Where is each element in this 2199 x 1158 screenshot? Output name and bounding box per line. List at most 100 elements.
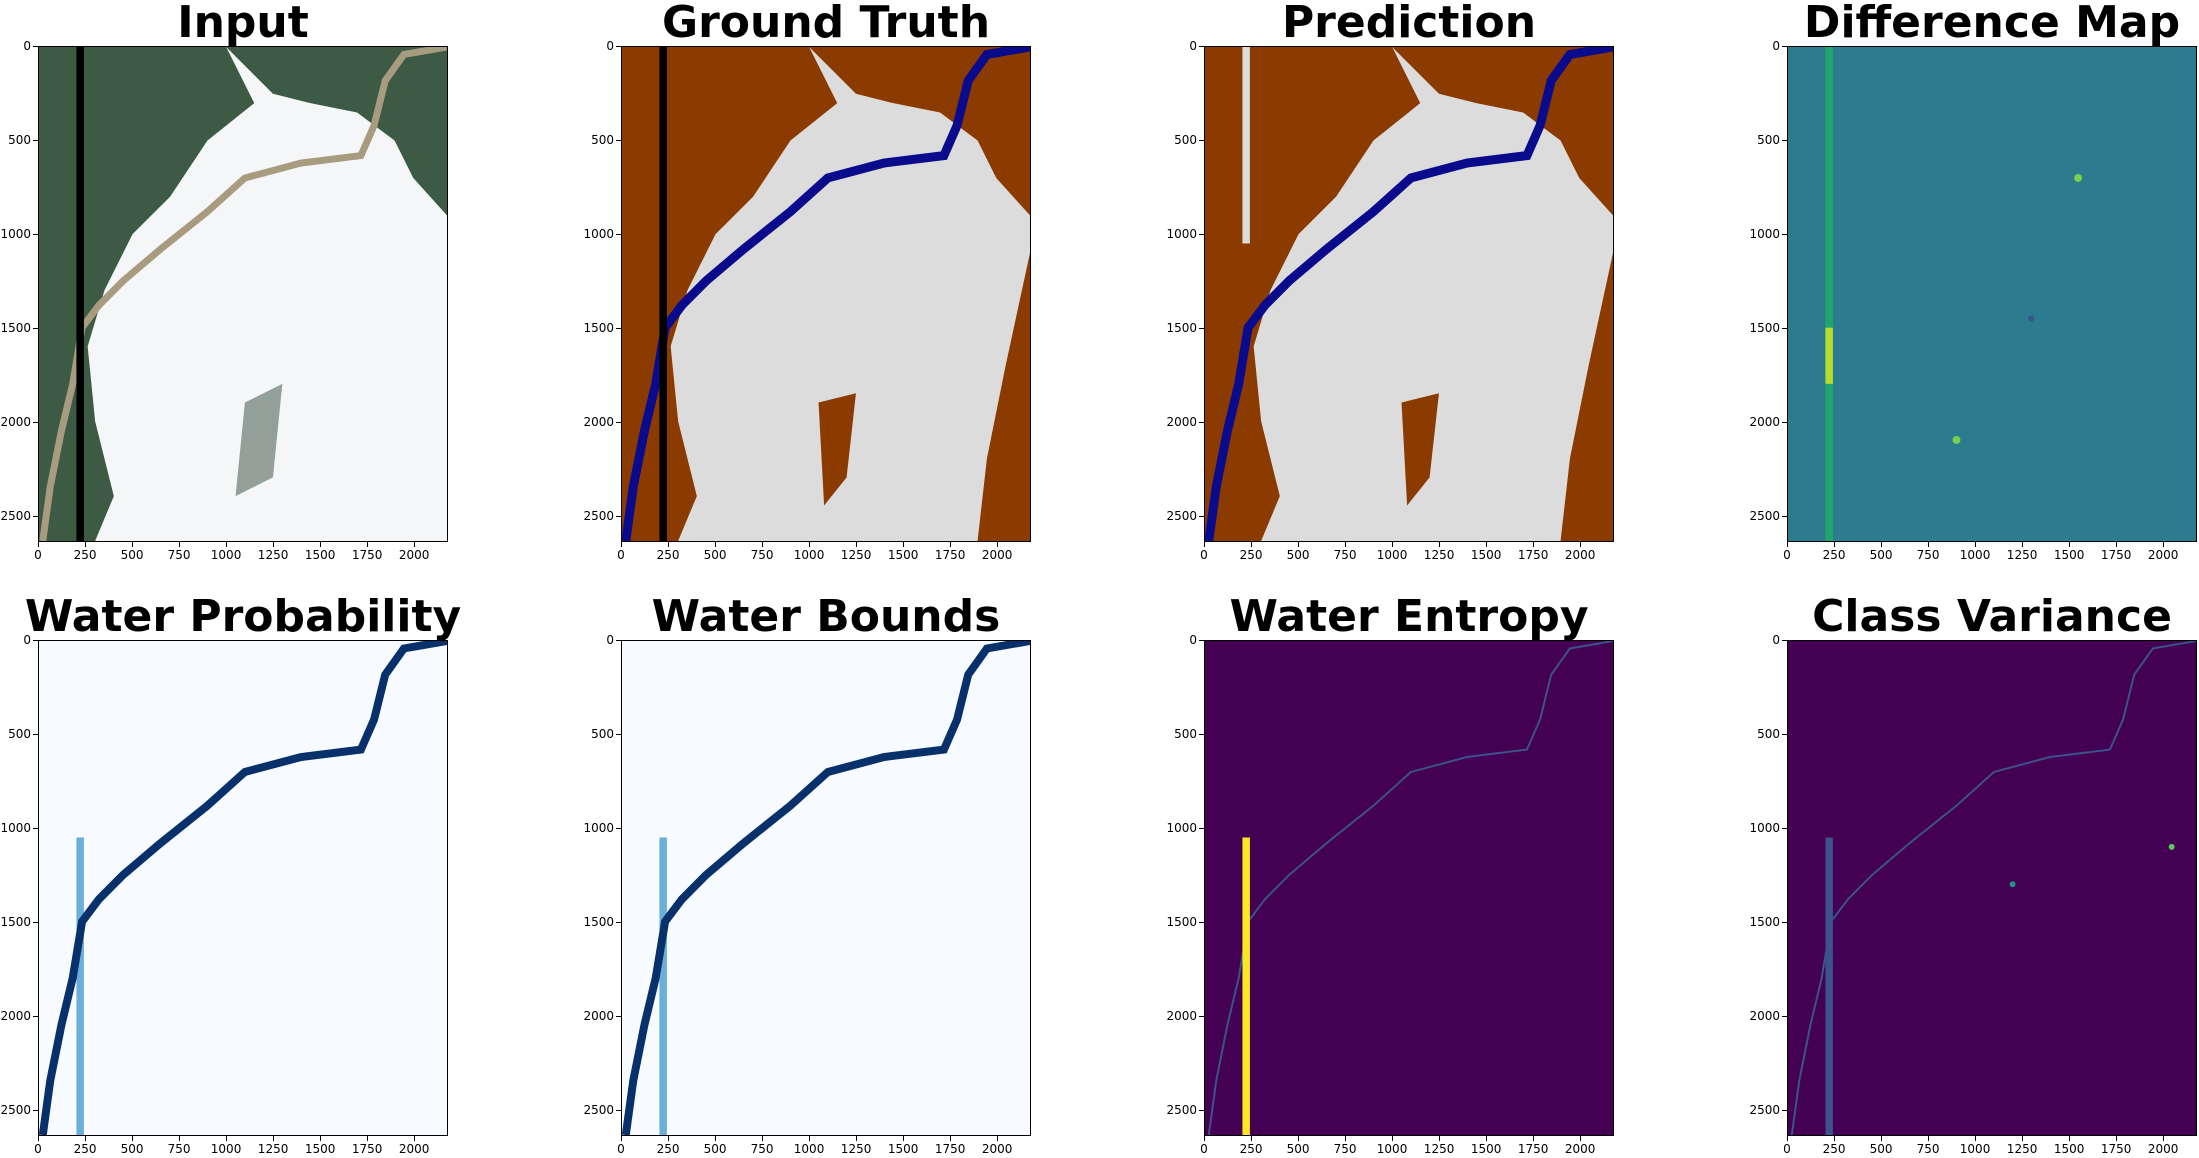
- x-tick-label: 1000: [1376, 1142, 1408, 1156]
- x-tick-label: 1500: [1470, 1142, 1502, 1156]
- y-tick-mark: [1199, 921, 1204, 923]
- y-tick-mark: [1782, 233, 1787, 235]
- x-tick-mark: [273, 1136, 275, 1141]
- y-tick-label: 2000: [583, 1008, 614, 1023]
- x-tick-label: 500: [1869, 1142, 1893, 1156]
- x-tick-label: 1000: [793, 548, 825, 562]
- x-tick-label: 500: [703, 548, 727, 562]
- x-tick-mark: [85, 542, 87, 547]
- x-tick-mark: [809, 1136, 811, 1141]
- y-tick-label: 1500: [1166, 914, 1197, 929]
- x-tick-label: 1250: [257, 1142, 289, 1156]
- y-tick-mark: [1782, 733, 1787, 735]
- x-tick-label: 0: [1783, 1142, 1791, 1156]
- y-tick-label: 1000: [1749, 820, 1780, 835]
- x-tick-label: 1750: [1517, 548, 1549, 562]
- x-tick-label: 250: [73, 548, 97, 562]
- y-tick-label: 1000: [1749, 226, 1780, 241]
- y-tick-mark: [1782, 921, 1787, 923]
- x-tick-label: 0: [1200, 1142, 1208, 1156]
- y-tick-mark: [616, 1015, 621, 1017]
- x-tick-label: 250: [1822, 1142, 1846, 1156]
- x-tick-label: 750: [1333, 548, 1357, 562]
- y-tick-mark: [33, 139, 38, 141]
- image-plot: [1787, 640, 2197, 1136]
- panel-title: Class Variance: [1812, 591, 2172, 642]
- x-tick-mark: [85, 1136, 87, 1141]
- x-tick-label: 2000: [981, 1142, 1013, 1156]
- x-tick-mark: [1486, 1136, 1488, 1141]
- x-tick-mark: [856, 1136, 858, 1141]
- x-tick-mark: [1533, 1136, 1535, 1141]
- y-tick-label: 2500: [0, 508, 31, 523]
- x-tick-mark: [38, 1136, 39, 1141]
- x-tick-mark: [320, 542, 322, 547]
- x-tick-label: 1750: [2100, 1142, 2132, 1156]
- y-tick-mark: [1782, 421, 1787, 423]
- x-tick-label: 1750: [351, 548, 383, 562]
- x-tick-mark: [2163, 542, 2165, 547]
- y-tick-label: 1500: [1749, 914, 1780, 929]
- y-tick-mark: [33, 515, 38, 517]
- x-tick-label: 1750: [934, 548, 966, 562]
- x-tick-mark: [1392, 1136, 1394, 1141]
- x-tick-mark: [997, 542, 999, 547]
- x-tick-label: 1500: [887, 548, 919, 562]
- y-tick-label: 0: [1772, 633, 1780, 647]
- y-tick-mark: [1199, 46, 1204, 47]
- x-tick-label: 2000: [398, 1142, 430, 1156]
- x-tick-mark: [715, 1136, 717, 1141]
- x-tick-mark: [1298, 1136, 1300, 1141]
- y-tick-label: 1000: [583, 226, 614, 241]
- y-tick-mark: [1199, 827, 1204, 829]
- x-tick-mark: [809, 542, 811, 547]
- x-tick-label: 1750: [1517, 1142, 1549, 1156]
- y-tick-label: 500: [1174, 726, 1197, 741]
- x-tick-label: 500: [1869, 548, 1893, 562]
- y-tick-mark: [1199, 733, 1204, 735]
- x-tick-label: 250: [656, 548, 680, 562]
- x-tick-label: 750: [167, 1142, 191, 1156]
- x-tick-label: 250: [73, 1142, 97, 1156]
- y-tick-label: 2000: [0, 1008, 31, 1023]
- panel-title: Input: [177, 0, 309, 48]
- y-tick-mark: [33, 46, 38, 47]
- x-tick-label: 1500: [2053, 548, 2085, 562]
- y-tick-label: 1000: [0, 820, 31, 835]
- y-tick-mark: [616, 733, 621, 735]
- x-tick-label: 0: [1783, 548, 1791, 562]
- y-tick-mark: [1782, 139, 1787, 141]
- y-tick-label: 2500: [1166, 1102, 1197, 1117]
- x-tick-label: 1250: [257, 548, 289, 562]
- x-tick-mark: [1928, 1136, 1930, 1141]
- y-tick-mark: [1199, 139, 1204, 141]
- y-tick-label: 2000: [1749, 1008, 1780, 1023]
- y-tick-mark: [1199, 233, 1204, 235]
- image-plot: [38, 46, 448, 542]
- y-tick-mark: [33, 233, 38, 235]
- x-tick-mark: [1881, 1136, 1883, 1141]
- x-tick-mark: [715, 542, 717, 547]
- y-tick-label: 1500: [583, 914, 614, 929]
- y-tick-mark: [616, 640, 621, 641]
- panel-title: Prediction: [1281, 0, 1537, 48]
- image-plot: [1787, 46, 2197, 542]
- x-tick-mark: [668, 1136, 670, 1141]
- y-tick-mark: [1782, 515, 1787, 517]
- y-tick-mark: [616, 827, 621, 829]
- x-tick-mark: [2116, 1136, 2118, 1141]
- x-tick-label: 1500: [2053, 1142, 2085, 1156]
- y-tick-label: 500: [591, 726, 614, 741]
- x-tick-mark: [1298, 542, 1300, 547]
- x-tick-mark: [2022, 542, 2024, 547]
- y-tick-mark: [616, 421, 621, 423]
- x-tick-label: 750: [1916, 1142, 1940, 1156]
- y-tick-mark: [1199, 1015, 1204, 1017]
- x-tick-mark: [950, 542, 952, 547]
- y-tick-label: 0: [1772, 39, 1780, 53]
- x-tick-mark: [367, 542, 369, 547]
- x-tick-label: 1250: [840, 1142, 872, 1156]
- y-tick-mark: [616, 327, 621, 329]
- x-tick-mark: [856, 542, 858, 547]
- y-tick-mark: [1199, 421, 1204, 423]
